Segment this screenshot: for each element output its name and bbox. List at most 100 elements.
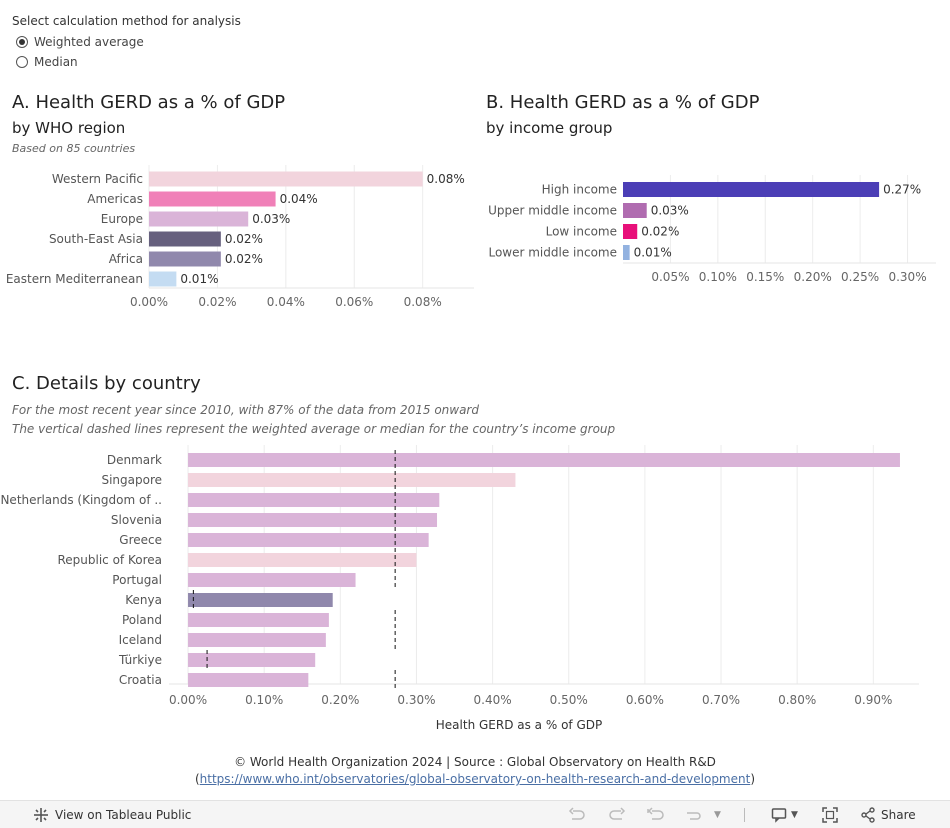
view-on-tableau-button[interactable]: View on Tableau Public <box>33 801 191 828</box>
region-value-label: 0.03% <box>252 212 290 226</box>
income-category-label: High income <box>542 183 617 197</box>
income-tick-label: 0.25% <box>841 270 879 284</box>
radio-weighted-average-label: Weighted average <box>34 35 144 49</box>
fullscreen-icon[interactable] <box>822 801 838 828</box>
country-category-label: Greece <box>119 533 162 547</box>
region-tick-label: 0.04% <box>267 295 305 309</box>
radio-selected-icon[interactable] <box>16 36 28 48</box>
country-tick-label: 0.40% <box>474 693 512 707</box>
country-bar <box>188 513 438 527</box>
region-bar <box>149 171 423 187</box>
income-tick-label: 0.20% <box>794 270 832 284</box>
panel-a-title: A. Health GERD as a % of GDP <box>12 92 286 113</box>
country-category-label: Poland <box>122 613 162 627</box>
income-tick-label: 0.30% <box>888 270 926 284</box>
region-bar-chart: Western Pacific 0.08% Americas 0.04% Europe 0… <box>6 165 474 309</box>
panel-a-note: Based on 85 countries <box>12 142 136 155</box>
undo-icon[interactable] <box>568 801 586 828</box>
radio-unselected-icon[interactable] <box>16 56 28 68</box>
income-value-label: 0.27% <box>883 183 921 197</box>
share-icon <box>861 806 875 823</box>
income-category-label: Low income <box>546 225 617 239</box>
income-value-label: 0.01% <box>634 246 672 260</box>
panel-b-title: B. Health GERD as a % of GDP <box>486 92 760 113</box>
region-bar <box>149 271 177 287</box>
country-category-label: Denmark <box>107 453 162 467</box>
panel-b-subtitle: by income group <box>486 119 613 137</box>
redo-icon[interactable] <box>608 801 626 828</box>
region-value-label: 0.08% <box>427 172 465 186</box>
panel-c-note-1: For the most recent year since 2010, wit… <box>12 403 479 417</box>
country-category-label: Kenya <box>125 593 162 607</box>
country-tick-label: 0.30% <box>397 693 435 707</box>
radio-median[interactable]: Median <box>16 55 78 69</box>
country-bar <box>188 573 356 587</box>
country-category-label: Croatia <box>119 673 162 687</box>
region-bar <box>149 211 249 227</box>
region-category-label: Eastern Mediterranean <box>6 272 143 286</box>
region-value-label: 0.02% <box>225 252 263 266</box>
income-category-label: Lower middle income <box>488 246 617 260</box>
region-value-label: 0.02% <box>225 232 263 246</box>
region-tick-label: 0.06% <box>335 295 373 309</box>
country-tick-label: 0.20% <box>321 693 359 707</box>
country-category-label: Slovenia <box>111 513 162 527</box>
refresh-icon[interactable] <box>684 801 704 828</box>
region-category-label: Americas <box>87 192 143 206</box>
income-tick-label: 0.05% <box>651 270 689 284</box>
country-axis-title: Health GERD as a % of GDP <box>436 718 602 732</box>
country-tick-label: 0.10% <box>245 693 283 707</box>
country-category-label: Singapore <box>101 473 162 487</box>
country-tick-label: 0.60% <box>626 693 664 707</box>
share-button[interactable]: Share <box>860 801 916 828</box>
country-bar <box>188 633 326 647</box>
region-tick-label: 0.00% <box>130 295 168 309</box>
region-category-label: Africa <box>109 252 143 266</box>
region-category-label: Western Pacific <box>52 172 143 186</box>
country-tick-label: 0.80% <box>778 693 816 707</box>
footer-copyright: © World Health Organization 2024 | Sourc… <box>234 755 716 769</box>
footer-source-link[interactable]: https://www.who.int/observatories/global… <box>199 772 751 786</box>
refresh-dropdown-icon[interactable]: ▼ <box>714 809 721 820</box>
comment-icon[interactable]: ▼ <box>771 801 798 828</box>
country-bar <box>188 673 309 687</box>
region-value-label: 0.01% <box>180 272 218 286</box>
footer-paren-close: ) <box>750 772 756 786</box>
country-bar <box>188 533 429 547</box>
region-bar <box>149 251 221 267</box>
country-bar <box>188 653 316 667</box>
income-tick-label: 0.10% <box>699 270 737 284</box>
country-bar <box>188 613 329 627</box>
radio-median-label: Median <box>34 55 78 69</box>
panel-c-title: C. Details by country <box>12 373 201 394</box>
country-tick-label: 0.00% <box>169 693 207 707</box>
country-bar <box>188 453 900 467</box>
country-category-label: Republic of Korea <box>57 553 162 567</box>
income-tick-label: 0.15% <box>746 270 784 284</box>
panel-a-subtitle: by WHO region <box>12 119 126 137</box>
country-bar <box>188 493 440 507</box>
revert-icon[interactable] <box>646 801 668 828</box>
country-tick-label: 0.50% <box>550 693 588 707</box>
toolbar-divider <box>744 801 745 828</box>
income-bar-chart: High income 0.27% Upper middle income 0.03%… <box>488 175 936 284</box>
country-category-label: Iceland <box>119 633 162 647</box>
footer-paren-open: ( <box>194 772 200 786</box>
income-bar <box>623 182 880 197</box>
income-value-label: 0.02% <box>641 225 679 239</box>
income-bar <box>623 203 647 218</box>
country-category-label: Portugal <box>112 573 162 587</box>
country-tick-label: 0.70% <box>702 693 740 707</box>
country-bar <box>188 593 333 607</box>
radio-weighted-average[interactable]: Weighted average <box>16 35 144 49</box>
country-bar-chart: Denmark Singapore Netherlands (Kingdom of … <box>0 445 919 732</box>
region-category-label: South-East Asia <box>49 232 143 246</box>
country-category-label: Türkiye <box>118 653 162 667</box>
region-value-label: 0.04% <box>280 192 318 206</box>
panel-c-note-2: The vertical dashed lines represent the … <box>12 422 616 436</box>
tableau-toolbar: View on Tableau Public ▼ ▼ Share <box>0 800 950 828</box>
country-tick-label: 0.90% <box>854 693 892 707</box>
income-value-label: 0.03% <box>651 204 689 218</box>
income-bar <box>623 245 630 260</box>
footer-source-line: (https://www.who.int/observatories/globa… <box>0 772 950 786</box>
